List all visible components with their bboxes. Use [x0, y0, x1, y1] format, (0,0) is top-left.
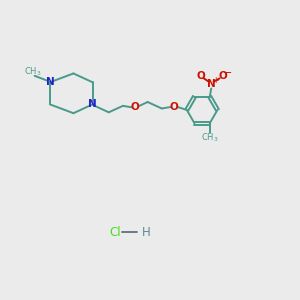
- Text: N: N: [207, 79, 216, 89]
- Text: H: H: [142, 226, 151, 239]
- Text: −: −: [223, 68, 232, 78]
- Text: CH$_3$: CH$_3$: [24, 65, 42, 78]
- Text: O: O: [196, 71, 205, 81]
- Text: O: O: [131, 102, 140, 112]
- Text: O: O: [218, 71, 227, 81]
- Text: N: N: [88, 99, 97, 110]
- Text: +: +: [212, 76, 219, 85]
- Text: CH$_3$: CH$_3$: [201, 132, 218, 144]
- Text: N: N: [46, 77, 54, 87]
- Text: O: O: [170, 102, 178, 112]
- Text: Cl: Cl: [109, 226, 121, 239]
